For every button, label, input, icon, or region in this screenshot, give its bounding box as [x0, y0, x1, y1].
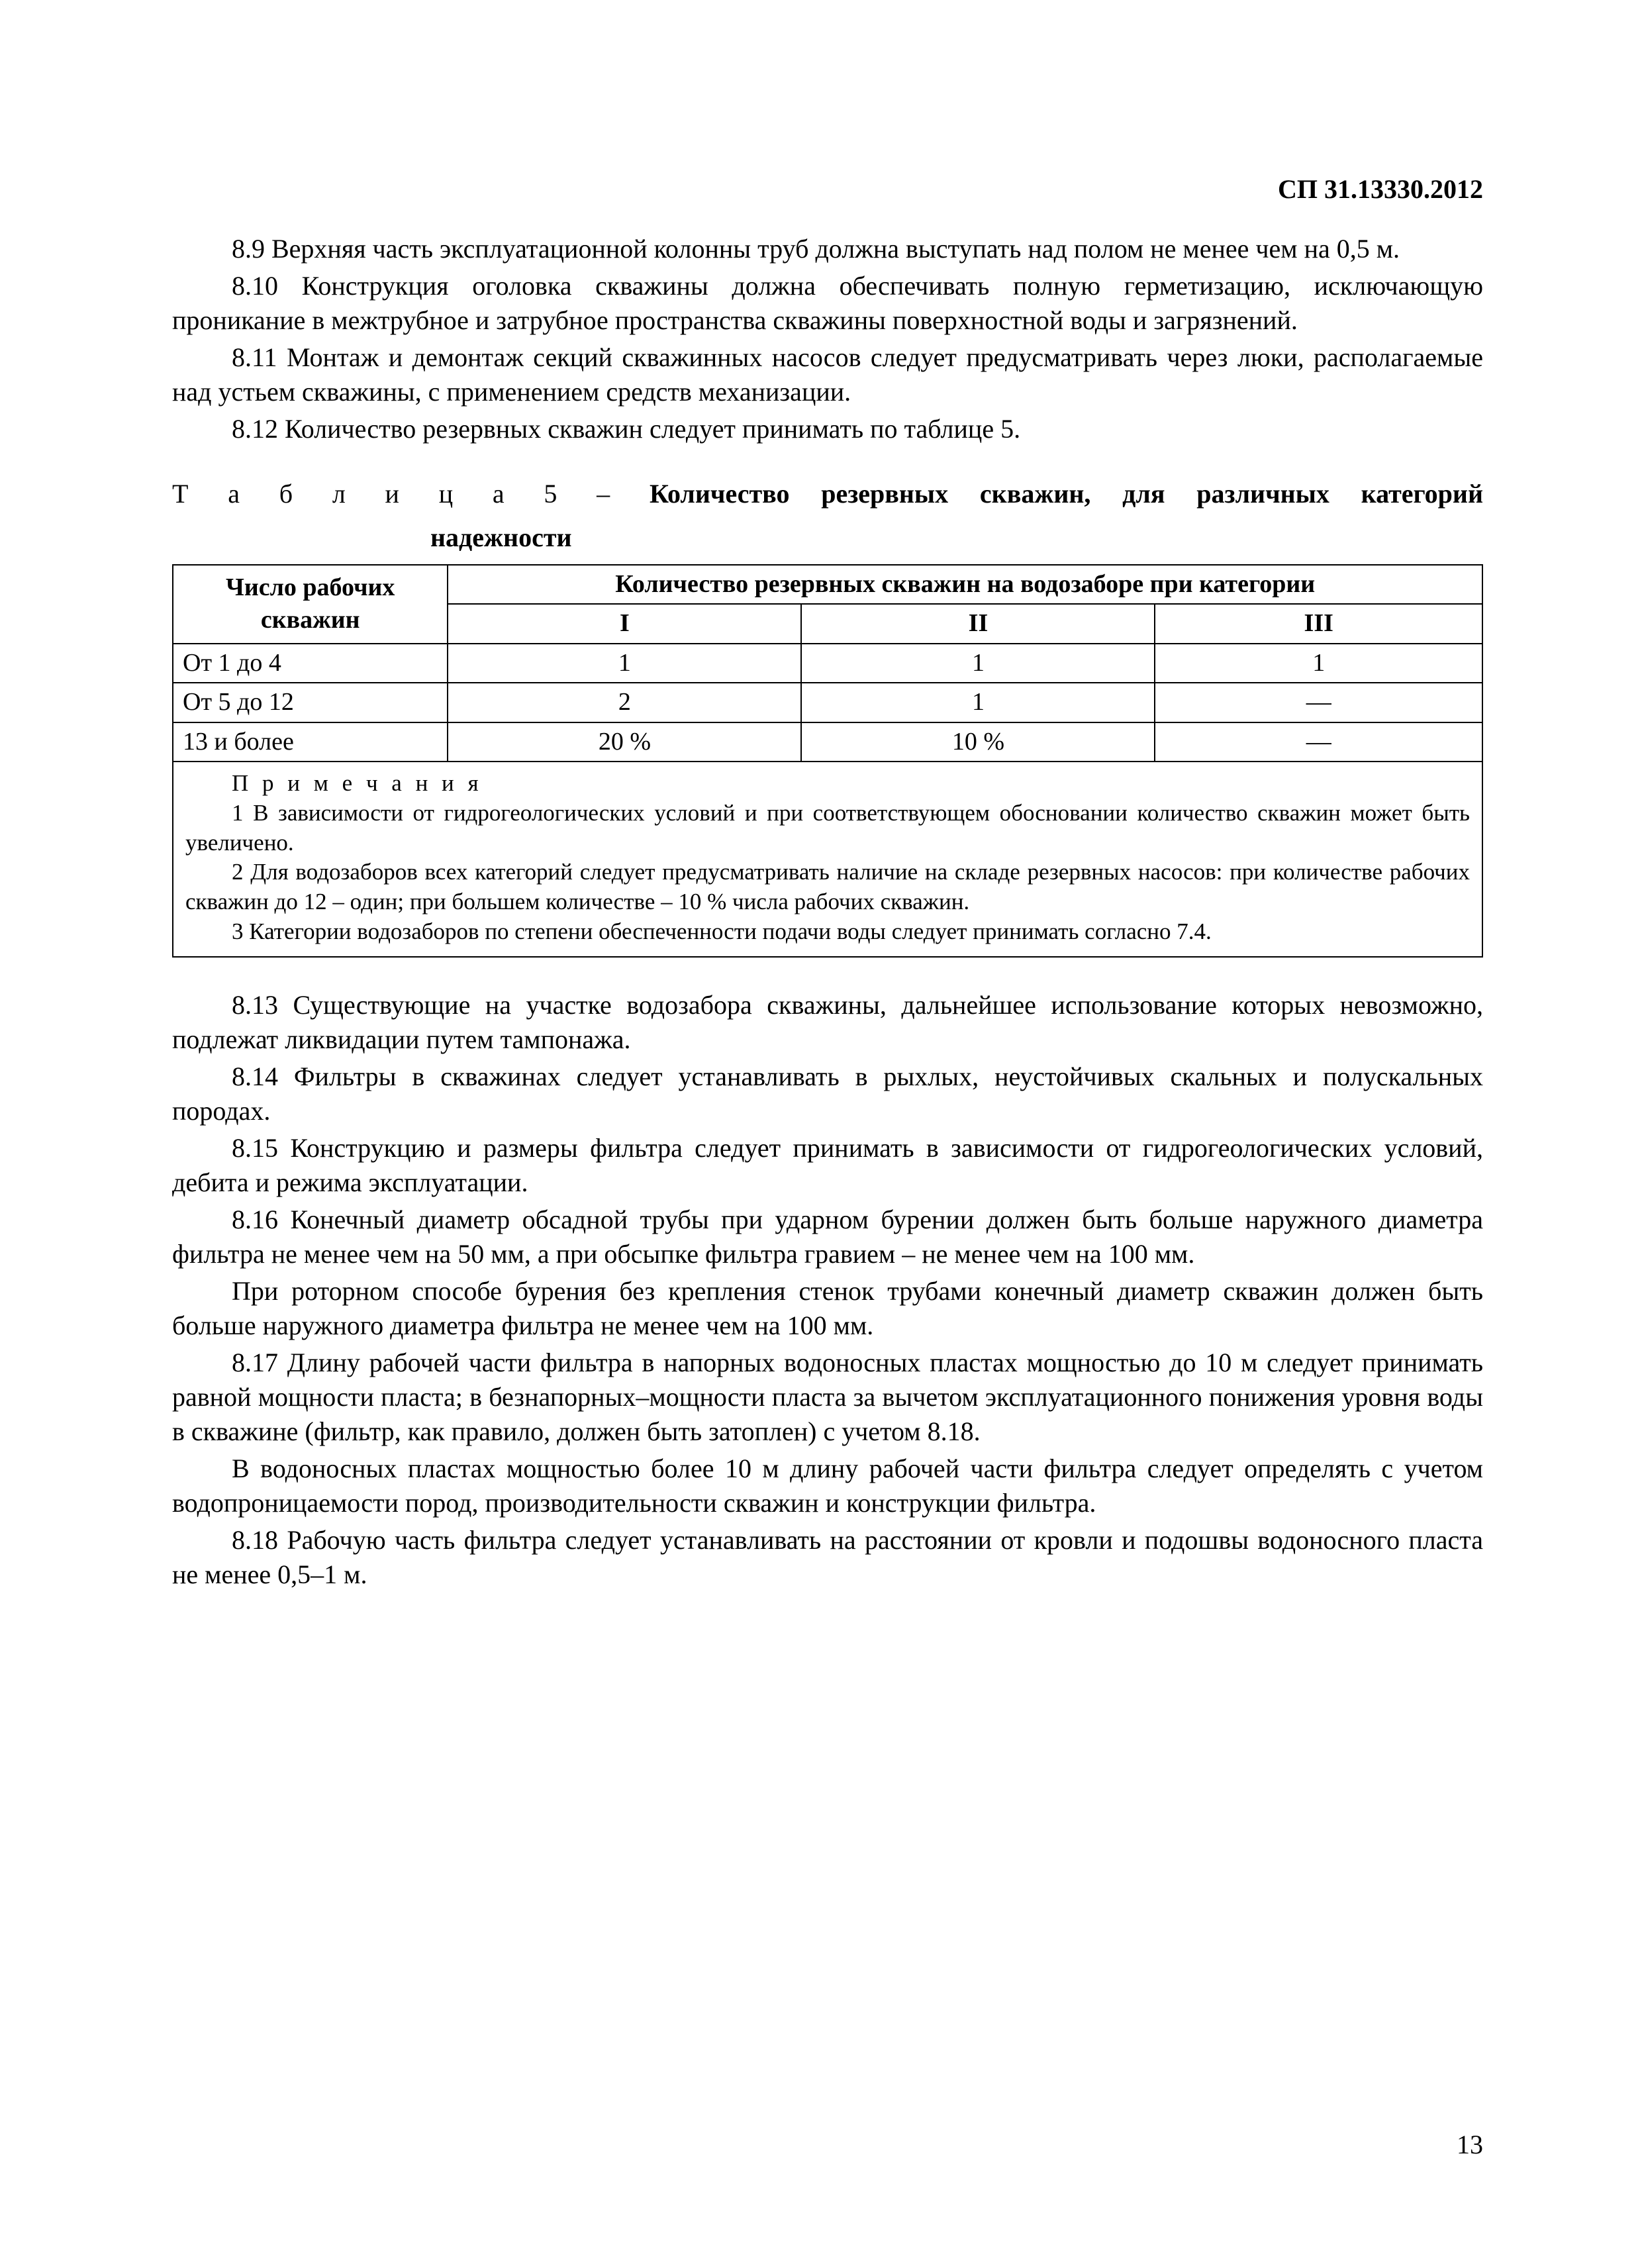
cell: 20 %: [448, 722, 801, 762]
cell: От 1 до 4: [173, 644, 448, 683]
th-I: I: [448, 604, 801, 643]
th-col1: Число рабочих скважин: [173, 565, 448, 644]
cell: —: [1155, 722, 1482, 762]
body: 8.9 Верхняя часть эксплуатационной колон…: [172, 232, 1483, 1592]
note-2: 2 Для водозаборов всех категорий следует…: [185, 858, 1470, 917]
cell: —: [1155, 683, 1482, 722]
para-8-18: 8.18 Рабочую часть фильтра следует устан…: [172, 1523, 1483, 1592]
table-caption-bold-2: надежности: [430, 520, 1483, 555]
para-8-15: 8.15 Конструкцию и размеры фильтра следу…: [172, 1131, 1483, 1200]
page-number: 13: [1457, 2128, 1483, 2162]
table-5-notes: П р и м е ч а н и я 1 В зависимости от г…: [172, 762, 1483, 958]
para-8-17: 8.17 Длину рабочей части фильтра в напор…: [172, 1346, 1483, 1449]
para-8-9: 8.9 Верхняя часть эксплуатационной колон…: [172, 232, 1483, 266]
para-8-14: 8.14 Фильтры в скважинах следует устанав…: [172, 1060, 1483, 1128]
para-8-11: 8.11 Монтаж и демонтаж секций скважинных…: [172, 340, 1483, 409]
table-caption-bold-1: Количество резервных скважин, для различ…: [650, 479, 1483, 509]
notes-title: П р и м е ч а н и я: [185, 769, 1470, 799]
table-5: Число рабочих скважин Количество резервн…: [172, 564, 1483, 762]
cell: 10 %: [801, 722, 1155, 762]
para-8-13: 8.13 Существующие на участке водозабора …: [172, 988, 1483, 1057]
para-8-12: 8.12 Количество резервных скважин следуе…: [172, 412, 1483, 446]
table-row: 13 и более 20 % 10 % —: [173, 722, 1482, 762]
cell: 1: [1155, 644, 1482, 683]
page: СП 31.13330.2012 8.9 Верхняя часть экспл…: [0, 0, 1642, 2268]
table-row: От 1 до 4 1 1 1: [173, 644, 1482, 683]
para-8-16: 8.16 Конечный диаметр обсадной трубы при…: [172, 1203, 1483, 1271]
cell: 2: [448, 683, 801, 722]
para-8-10: 8.10 Конструкция оголовка скважины должн…: [172, 269, 1483, 338]
cell: 1: [801, 683, 1155, 722]
th-III: III: [1155, 604, 1482, 643]
th-span: Количество резервных скважин на водозабо…: [448, 565, 1482, 604]
note-3: 3 Категории водозаборов по степени обесп…: [185, 917, 1470, 947]
doc-code: СП 31.13330.2012: [1278, 172, 1483, 207]
cell: 1: [448, 644, 801, 683]
para-8-17b: В водоносных пластах мощностью более 10 …: [172, 1452, 1483, 1520]
table-5-caption: Т а б л и ц а 5 – Количество резервных с…: [172, 477, 1483, 511]
para-8-16b: При роторном способе бурения без креплен…: [172, 1274, 1483, 1343]
table-caption-prefix: Т а б л и ц а 5 –: [172, 479, 650, 509]
th-II: II: [801, 604, 1155, 643]
cell: 1: [801, 644, 1155, 683]
note-1: 1 В зависимости от гидрогеологических ус…: [185, 799, 1470, 858]
cell: От 5 до 12: [173, 683, 448, 722]
table-row: От 5 до 12 2 1 —: [173, 683, 1482, 722]
table-head-row-1: Число рабочих скважин Количество резервн…: [173, 565, 1482, 604]
cell: 13 и более: [173, 722, 448, 762]
